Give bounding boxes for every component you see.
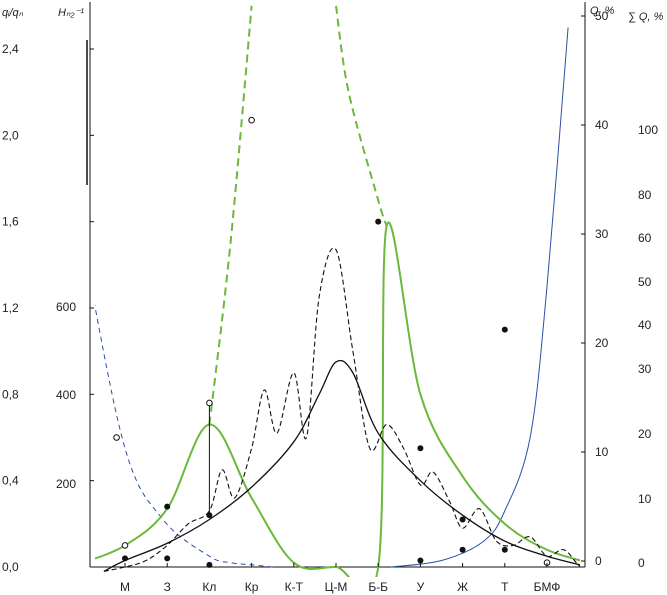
category-label: Кр [245, 580, 259, 594]
series-layer [95, 5, 580, 577]
left-primary-axis-label: qᵢ/qₙ [2, 7, 24, 19]
series-line-blue-dashed [95, 303, 273, 568]
points-layer [113, 116, 551, 568]
right-tick-label: 30 [595, 227, 609, 241]
category-label: У [417, 580, 425, 594]
left-tick-label: 0,0 [2, 560, 19, 574]
category-label: БМФ [534, 580, 561, 594]
series-line-black-dashed [103, 247, 580, 572]
right-secondary-tick-label: 50 [638, 275, 652, 289]
right-tick-label: 50 [595, 9, 609, 23]
category-label: Ж [457, 580, 468, 594]
left-tick-label: 2,0 [2, 128, 19, 142]
point-filled [501, 326, 508, 333]
category-label: Б-Б [368, 580, 388, 594]
point-filled [206, 512, 213, 519]
category-label: Кл [202, 580, 216, 594]
ticks: 0,00,40,81,21,62,02,42004006000102030405… [2, 9, 658, 574]
left-tick-label: 1,6 [2, 215, 19, 229]
right-secondary-tick-label: 30 [638, 362, 652, 376]
right-tick-label: 10 [595, 445, 609, 459]
category-label: М [120, 580, 130, 594]
right-secondary-tick-label: 10 [638, 492, 652, 506]
right-secondary-tick-label: 60 [638, 231, 652, 245]
left-secondary-axis-label: Hₙ₂⁻¹ [58, 7, 84, 19]
point-filled [164, 503, 171, 510]
series-line-blue-solid [390, 27, 569, 568]
right-secondary-tick-label: 40 [638, 318, 652, 332]
left-tick-label: 0,8 [2, 387, 19, 401]
left-tick-label: 1,2 [2, 301, 19, 315]
right-primary-axis-label: Q, % [590, 5, 615, 17]
point-filled [501, 546, 508, 553]
point-filled [122, 555, 128, 562]
right-secondary-axis-label: ∑ Q, % [628, 11, 664, 23]
point-open [206, 399, 213, 407]
left-secondary-tick-label: 600 [56, 300, 76, 314]
series-line-green-solid [95, 221, 580, 577]
point-open [121, 542, 129, 549]
series-line-black-solid [103, 359, 580, 572]
left-secondary-tick-label: 200 [56, 477, 76, 491]
category-label: З [164, 580, 171, 594]
right-secondary-tick-label: 20 [638, 427, 652, 441]
left-tick-label: 2,4 [2, 42, 19, 56]
point-filled [459, 546, 466, 553]
point-filled [417, 445, 424, 452]
point-filled [375, 218, 382, 225]
plot-area [90, 2, 585, 567]
left-tick-label: 0,4 [2, 474, 19, 488]
series-line-green-solid-dashed [208, 5, 253, 425]
right-secondary-tick-label: 80 [638, 188, 652, 202]
right-secondary-tick-label: 100 [638, 123, 658, 137]
right-tick-label: 20 [595, 336, 609, 350]
point-filled [417, 557, 424, 564]
point-open [248, 116, 255, 124]
category-label: К-Т [285, 580, 304, 594]
category-label: Т [501, 580, 509, 594]
point-filled [459, 516, 466, 523]
right-tick-label: 40 [595, 118, 609, 132]
category-labels: М З Кл Кр К-Т Ц-М Б-Б У Ж Т БМФ [120, 563, 560, 594]
left-secondary-tick-label: 400 [56, 388, 76, 402]
right-tick-label: 0 [595, 554, 602, 568]
point-open [113, 434, 120, 441]
series-line-green-solid-dashed [335, 5, 388, 227]
category-label: Ц-М [325, 580, 348, 594]
point-filled [164, 555, 171, 562]
right-secondary-tick-label: 0 [638, 556, 645, 570]
